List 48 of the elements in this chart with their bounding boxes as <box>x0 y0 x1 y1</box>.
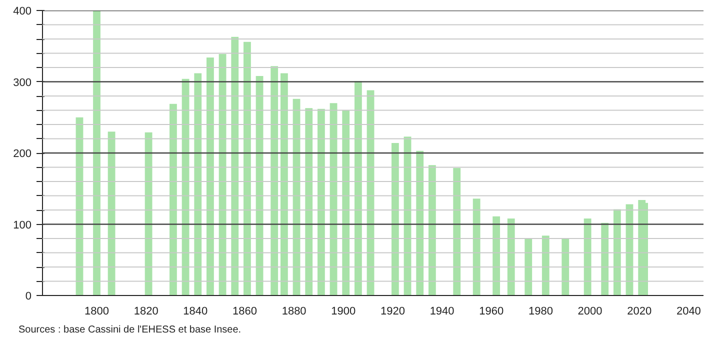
bar <box>342 110 350 296</box>
x-tick-label: 2040 <box>676 306 701 318</box>
bar <box>453 168 461 296</box>
bar <box>472 198 480 296</box>
x-tick-label: 1960 <box>479 306 504 318</box>
x-tick-label: 1800 <box>84 306 110 318</box>
x-tick-label: 1940 <box>430 306 454 318</box>
x-tick-label: 1980 <box>528 306 553 318</box>
y-tick-label: 0 <box>25 290 32 302</box>
bar <box>144 132 152 296</box>
x-tick-label: 1820 <box>134 306 158 318</box>
y-tick-label: 200 <box>13 148 32 160</box>
bar <box>280 73 288 296</box>
x-tick-label: 1860 <box>232 306 257 318</box>
bar <box>507 218 515 296</box>
bar <box>428 165 436 296</box>
bar <box>492 216 500 296</box>
bar <box>305 108 313 296</box>
bar <box>194 73 202 296</box>
y-tick-label: 400 <box>13 6 32 18</box>
bar <box>562 238 570 296</box>
bar <box>231 36 239 296</box>
bar <box>542 236 550 296</box>
y-tick-label: 100 <box>13 219 32 232</box>
bar <box>416 150 424 296</box>
bar <box>613 209 621 296</box>
x-tick-label: 1840 <box>183 306 208 318</box>
bar <box>584 218 592 296</box>
bar <box>524 238 532 296</box>
bar <box>93 10 100 296</box>
bar <box>318 108 325 296</box>
bar <box>638 200 646 296</box>
bar <box>206 58 214 296</box>
bar <box>270 66 278 296</box>
x-tick-label: 1900 <box>331 306 356 318</box>
x-tick-label: 1920 <box>380 306 405 318</box>
bar <box>244 42 251 296</box>
x-tick-label: 2000 <box>578 306 602 318</box>
bar <box>108 132 116 296</box>
bar <box>392 143 399 296</box>
source-note: Sources : base Cassini de l'EHESS et base Insee. <box>18 324 242 336</box>
bar <box>182 78 190 296</box>
bar <box>170 104 177 296</box>
bar <box>354 81 362 296</box>
y-tick-label: 300 <box>13 76 32 89</box>
x-tick-label: 1880 <box>282 306 306 318</box>
x-tick-label: 2020 <box>627 306 652 318</box>
bar <box>601 222 609 296</box>
